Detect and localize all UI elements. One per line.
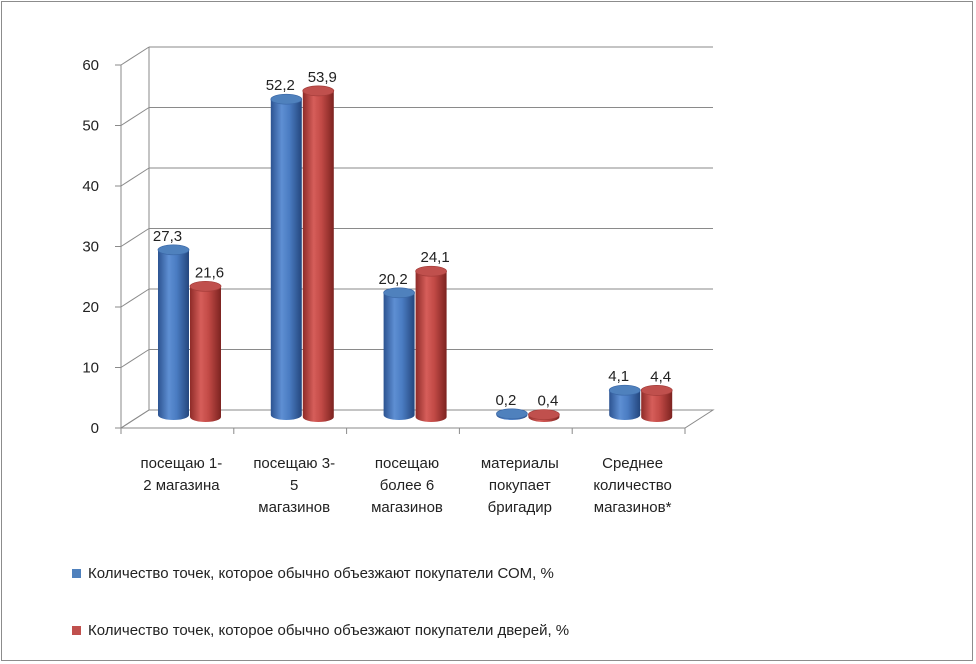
bar-com-1 [270,93,303,420]
bar-com-0 [157,244,190,420]
data-label-com-3: 0,2 [495,392,516,409]
bars [157,85,673,422]
legend-swatch-blue [72,569,81,578]
y-tick-label: 40 [82,178,99,195]
legend-swatch-red [72,626,81,635]
bar-com-4 [608,384,641,420]
bar-top [640,385,673,396]
legend-entry-com: Количество точек, которое обычно объезжа… [72,565,554,582]
bar-top [189,280,222,292]
data-label-doors-4: 4,4 [650,368,671,385]
category-label-2: магазинов [371,499,443,516]
gridline-side [120,228,150,247]
category-label-0: посещаю 1- [141,455,223,472]
bar-top [528,409,560,420]
data-label-doors-1: 53,9 [308,69,337,86]
category-label-4: количество [593,477,672,494]
bar-top [302,85,335,97]
legend-label-com: Количество точек, которое обычно объезжа… [88,565,554,582]
data-label-com-1: 52,2 [266,77,295,94]
bar-doors-2 [415,265,447,422]
gridline-side [120,46,150,66]
bar-top [415,265,447,277]
y-tick-label: 10 [82,360,99,377]
legend-entry-doors: Количество точек, которое обычно объезжа… [72,622,569,639]
bar-body [609,390,641,420]
category-label-4: Среднее [602,455,663,472]
bar-com-3 [496,408,528,420]
bar-body [383,292,415,420]
category-label-1: магазинов [258,499,330,516]
bar-top [157,244,190,256]
bar-top [496,408,528,420]
y-tick-label: 50 [82,118,99,135]
y-tick-label: 60 [82,57,99,74]
data-label-com-0: 27,3 [153,228,182,245]
data-label-doors-2: 24,1 [420,249,449,266]
bar-body [190,286,221,422]
bar-doors-0 [189,280,222,422]
bar-body [641,390,673,422]
bar-doors-1 [302,85,335,422]
y-tick-label: 0 [91,420,99,437]
floor [119,409,715,429]
bar-top [608,384,641,396]
category-label-2: посещаю [375,455,439,472]
legend-label-doors: Количество точек, которое обычно объезжа… [88,622,570,639]
category-label-3: бригадир [488,499,552,516]
axes [115,47,715,434]
category-label-4: магазинов* [594,499,672,516]
gridline-side [120,288,150,308]
category-label-1: посещаю 3- [253,455,335,472]
data-label-doors-3: 0,4 [537,393,558,410]
category-label-1: 5 [290,477,298,494]
data-label-com-4: 4,1 [608,368,629,385]
bar-com-2 [383,287,415,420]
bar-top [383,287,415,299]
category-label-0: 2 магазина [143,477,220,494]
bar-doors-4 [640,385,673,422]
labels: 0 10 20 30 40 50 60 27,3 52,2 20,2 0,2 4,1 21,6 53,9 2… [82,57,672,516]
gridline-side [120,349,150,368]
gridline-side [120,167,150,187]
data-label-com-2: 20,2 [378,271,407,288]
bar-top [270,93,303,105]
category-label-3: покупает [489,477,551,494]
data-label-doors-0: 21,6 [195,264,224,281]
bar-body [415,271,447,422]
y-tick-label: 20 [82,299,99,316]
gridline-side [120,107,150,126]
category-label-2: более 6 [380,477,435,494]
category-label-3: материалы [481,455,559,472]
bar-body [270,99,302,420]
bar-body [158,249,189,420]
bar-doors-3 [528,409,560,422]
y-tick-label: 30 [82,239,99,256]
bar-body [302,90,334,422]
